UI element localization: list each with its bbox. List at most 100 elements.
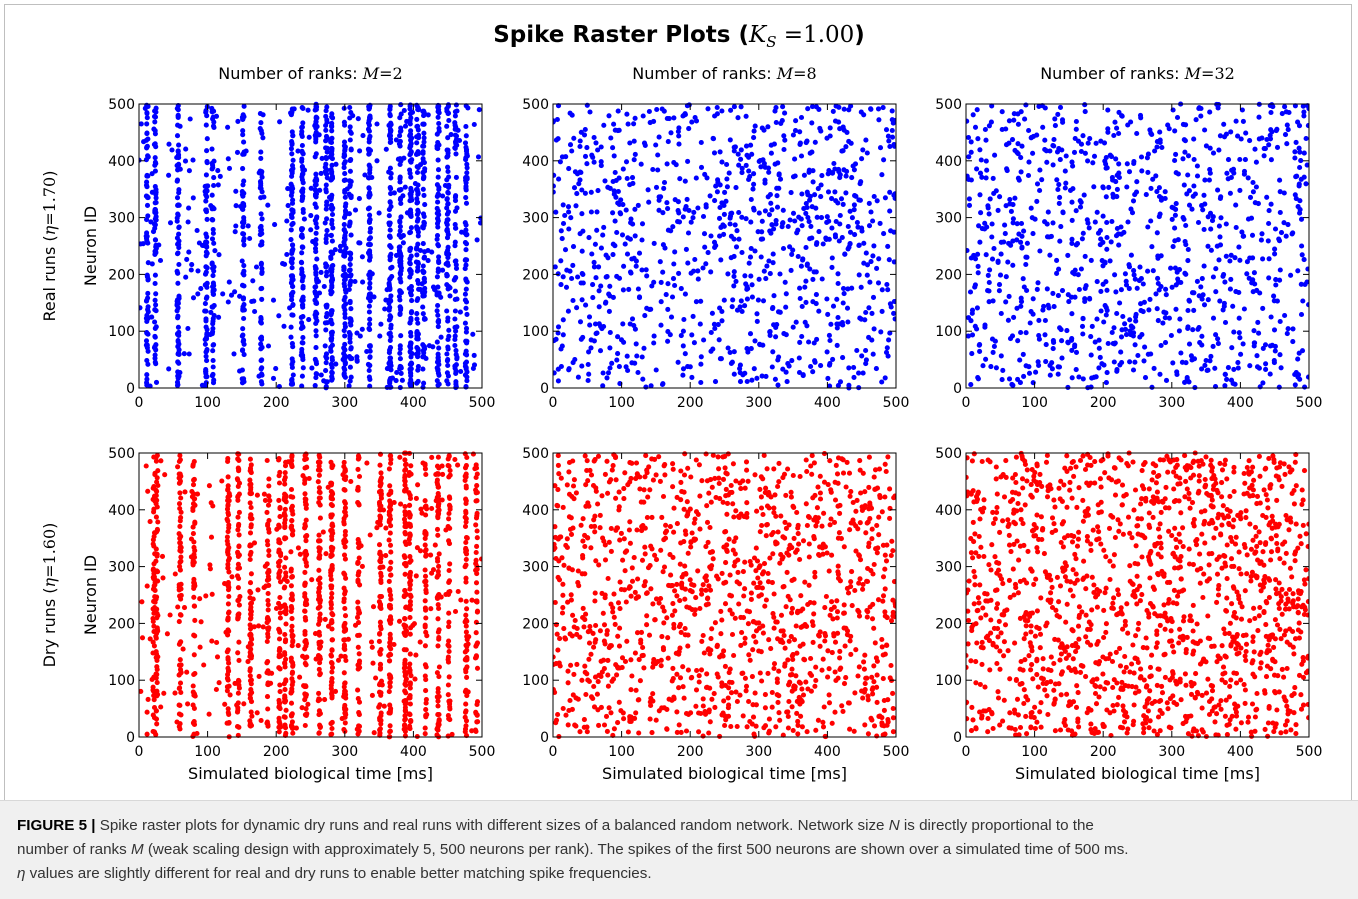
spike-point	[829, 196, 835, 202]
spike-point	[632, 206, 638, 212]
spike-point	[1239, 229, 1245, 235]
spike-point	[288, 324, 294, 330]
spike-point	[1050, 290, 1056, 296]
spike-point	[415, 241, 421, 247]
spike-point	[175, 212, 181, 218]
spike-point	[393, 378, 399, 384]
spike-point	[436, 120, 442, 127]
spike-point	[1236, 244, 1242, 250]
spike-point	[1172, 265, 1178, 271]
spike-point	[157, 257, 164, 264]
spike-point	[834, 342, 840, 348]
spike-point	[743, 143, 750, 149]
spike-point	[324, 302, 330, 308]
spike-point	[225, 124, 231, 130]
spike-point	[360, 133, 366, 139]
spike-point	[687, 364, 693, 370]
spike-point	[329, 217, 335, 223]
spike-point	[883, 127, 890, 133]
spike-point	[241, 139, 247, 145]
spike-point	[593, 275, 599, 281]
spike-point	[1216, 257, 1222, 263]
spike-point	[145, 306, 151, 313]
spike-point	[210, 304, 216, 310]
spike-point	[400, 233, 406, 239]
spike-point	[210, 288, 216, 294]
spike-point	[175, 202, 181, 208]
spike-point	[143, 298, 150, 304]
spike-point	[289, 250, 295, 256]
spike-point	[1133, 318, 1139, 324]
spike-point	[1011, 314, 1017, 320]
spike-point	[239, 258, 245, 264]
spike-point	[232, 289, 238, 295]
spike-point	[444, 147, 450, 153]
spike-point	[892, 316, 896, 322]
spike-point	[415, 296, 421, 302]
spike-point	[1231, 366, 1237, 372]
spike-point	[203, 368, 209, 374]
spike-point	[203, 349, 209, 355]
spike-point	[300, 653, 306, 659]
spike-point	[1191, 307, 1197, 313]
spike-point	[166, 366, 172, 372]
spike-point	[863, 309, 869, 316]
spike-points	[139, 101, 482, 391]
spike-point	[407, 614, 413, 621]
spike-point	[386, 537, 392, 543]
spike-point	[328, 310, 335, 316]
spike-point	[1178, 279, 1184, 286]
spike-point	[747, 331, 754, 337]
spike-point	[1207, 145, 1213, 151]
spike-point	[341, 277, 348, 283]
spike-point	[277, 689, 283, 695]
spike-point	[256, 673, 262, 679]
spike-point	[175, 350, 181, 356]
spike-point	[147, 519, 153, 525]
spike-point	[463, 175, 469, 181]
spike-point	[240, 116, 246, 122]
spike-point	[1185, 258, 1191, 264]
spike-point	[341, 355, 347, 361]
spike-point	[1232, 381, 1238, 387]
spike-point	[1050, 338, 1056, 344]
spike-point	[176, 501, 183, 507]
spike-point	[715, 322, 721, 328]
spike-point	[149, 314, 155, 320]
spike-point	[843, 144, 849, 150]
spike-point	[144, 202, 151, 208]
spike-point	[751, 135, 757, 141]
spike-point	[1145, 224, 1151, 230]
spike-point	[181, 351, 187, 357]
spike-point	[289, 669, 296, 675]
spike-point	[387, 126, 393, 132]
spike-point	[1120, 313, 1126, 320]
spike-point	[1277, 277, 1283, 283]
spike-point	[276, 559, 282, 565]
spike-point	[300, 189, 306, 195]
spike-point	[1063, 180, 1069, 186]
spike-point	[700, 213, 707, 220]
spike-point	[216, 252, 222, 258]
spike-point	[1057, 325, 1063, 331]
spike-point	[342, 556, 348, 562]
spike-point	[329, 332, 335, 338]
spike-point	[1075, 138, 1082, 144]
spike-point	[1269, 129, 1275, 135]
spike-point	[1305, 123, 1309, 129]
spike-point	[840, 300, 846, 306]
spike-point	[257, 179, 264, 185]
spike-point	[288, 237, 294, 243]
spike-point	[615, 200, 621, 206]
spike-point	[452, 608, 459, 615]
spike-point	[462, 291, 468, 297]
spike-point	[966, 196, 972, 202]
spike-point	[303, 706, 309, 712]
spike-point	[209, 192, 215, 198]
spike-point	[744, 152, 750, 158]
spike-point	[802, 284, 808, 290]
spike-point	[204, 234, 210, 240]
spike-point	[1072, 342, 1078, 348]
spike-point	[591, 259, 597, 265]
